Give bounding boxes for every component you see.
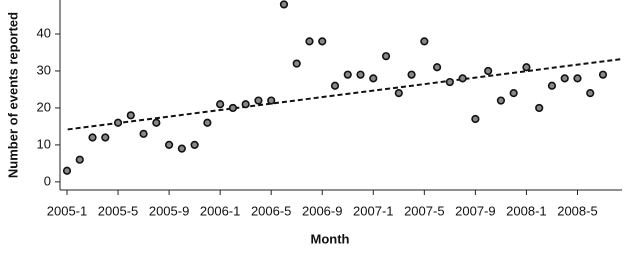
point <box>177 144 186 153</box>
point <box>445 77 454 87</box>
point <box>190 140 199 150</box>
x-tick-label: 2005-9 <box>149 203 189 218</box>
y-tick-label: 20 <box>37 99 51 114</box>
point <box>164 140 174 150</box>
x-tick-label: 2008-5 <box>557 203 597 218</box>
point <box>330 81 340 90</box>
x-tick-label: 2006-1 <box>200 203 240 218</box>
point <box>101 133 110 142</box>
point <box>420 37 429 46</box>
point <box>484 66 493 76</box>
point <box>598 70 608 79</box>
point <box>458 74 467 83</box>
point <box>496 96 506 105</box>
point <box>305 37 314 46</box>
y-tick-label: 0 <box>44 173 51 188</box>
x-tick-label: 2006-9 <box>302 203 342 218</box>
point <box>75 155 84 164</box>
x-axis-label: Month <box>311 231 350 246</box>
point <box>369 74 378 83</box>
point <box>88 133 97 142</box>
point <box>573 74 582 83</box>
point <box>139 129 148 138</box>
point <box>407 70 416 79</box>
point <box>113 118 123 127</box>
point <box>586 89 595 98</box>
point <box>203 118 212 127</box>
point <box>522 63 531 72</box>
x-tick-label: 2007-1 <box>353 203 393 218</box>
point <box>228 103 238 113</box>
point <box>381 52 391 61</box>
point <box>509 89 518 98</box>
point <box>241 100 250 109</box>
y-tick-label: 40 <box>37 25 51 40</box>
x-tick-label: 2005-5 <box>98 203 138 218</box>
point <box>547 81 557 90</box>
y-tick-label: 10 <box>37 136 51 151</box>
point <box>292 59 301 68</box>
point <box>535 103 544 113</box>
point <box>152 118 161 127</box>
y-tick-label: 30 <box>37 62 51 77</box>
x-tick-label: 2007-5 <box>404 203 444 218</box>
y-axis-label: Number of events reported <box>5 12 20 178</box>
point <box>394 89 403 98</box>
point <box>279 0 289 9</box>
x-tick-label: 2006-5 <box>251 203 291 218</box>
point <box>216 100 225 109</box>
x-tick-label: 2008-1 <box>506 203 546 218</box>
point <box>318 37 327 46</box>
point <box>356 70 365 79</box>
point <box>126 111 135 120</box>
point <box>62 166 72 175</box>
x-tick-label: 2007-9 <box>455 203 495 218</box>
point <box>267 96 276 105</box>
point <box>471 114 480 124</box>
point <box>560 74 569 83</box>
x-tick-label: 2005-1 <box>47 203 87 218</box>
point <box>254 96 263 105</box>
trend-line <box>67 58 623 131</box>
point <box>432 63 442 72</box>
point <box>343 70 352 79</box>
